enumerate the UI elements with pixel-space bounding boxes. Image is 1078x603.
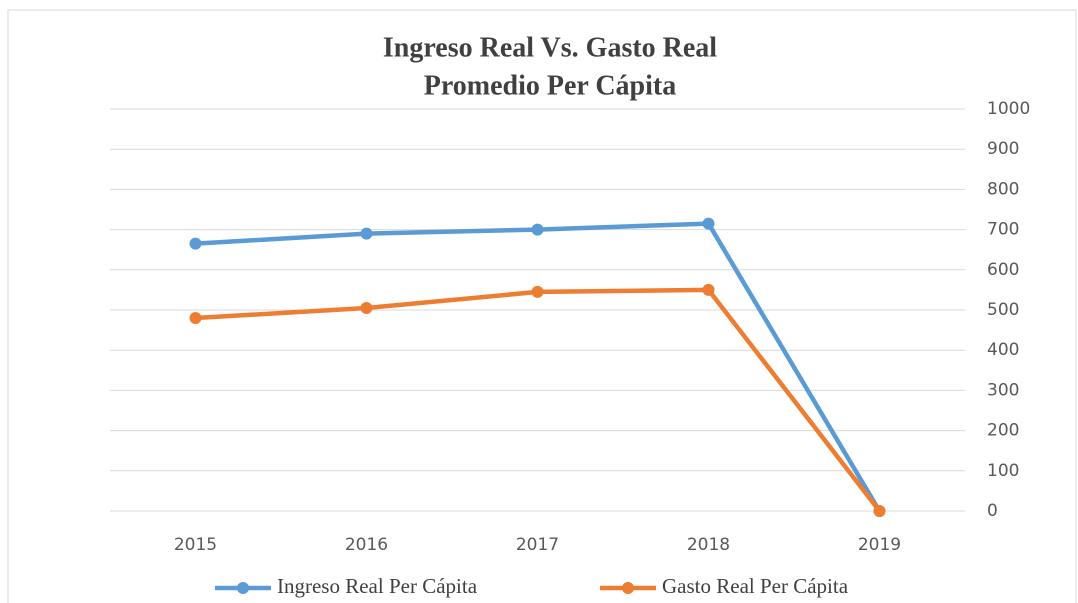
x-tick-label: 2018	[687, 535, 730, 555]
point	[531, 285, 544, 298]
chart-title: Ingreso Real Vs. Gasto Real	[383, 32, 717, 63]
legend-label: Gasto Real Per Cápita	[662, 574, 849, 598]
y-tick-label: 1000	[987, 99, 1030, 119]
legend-swatch-marker	[622, 582, 634, 594]
y-tick-label: 500	[987, 300, 1019, 320]
legend-swatch-marker	[237, 582, 249, 594]
y-tick-label: 300	[987, 380, 1019, 400]
y-tick-label: 0	[987, 501, 998, 521]
chart-frame	[7, 9, 1077, 603]
y-tick-label: 100	[987, 461, 1019, 481]
x-tick-label: 2019	[858, 535, 901, 555]
y-tick-label: 800	[987, 179, 1019, 199]
legend-label: Ingreso Real Per Cápita	[277, 574, 478, 598]
point	[360, 227, 373, 240]
x-tick-label: 2015	[174, 535, 217, 555]
point	[360, 301, 373, 314]
series-line	[195, 221, 882, 513]
y-tick-label: 700	[987, 220, 1019, 240]
y-tick-label: 200	[987, 421, 1019, 441]
y-tick-label: 900	[987, 139, 1019, 159]
x-tick-label: 2017	[516, 535, 559, 555]
x-tick-label: 2016	[345, 535, 388, 555]
y-tick-label: 400	[987, 340, 1019, 360]
point	[873, 505, 886, 517]
point	[702, 217, 715, 230]
point	[531, 223, 544, 236]
point	[189, 312, 202, 325]
point	[189, 237, 202, 250]
series-line	[195, 287, 882, 513]
chart-title: Promedio Per Cápita	[424, 70, 676, 101]
y-tick-label: 600	[987, 260, 1019, 280]
point	[702, 283, 715, 296]
